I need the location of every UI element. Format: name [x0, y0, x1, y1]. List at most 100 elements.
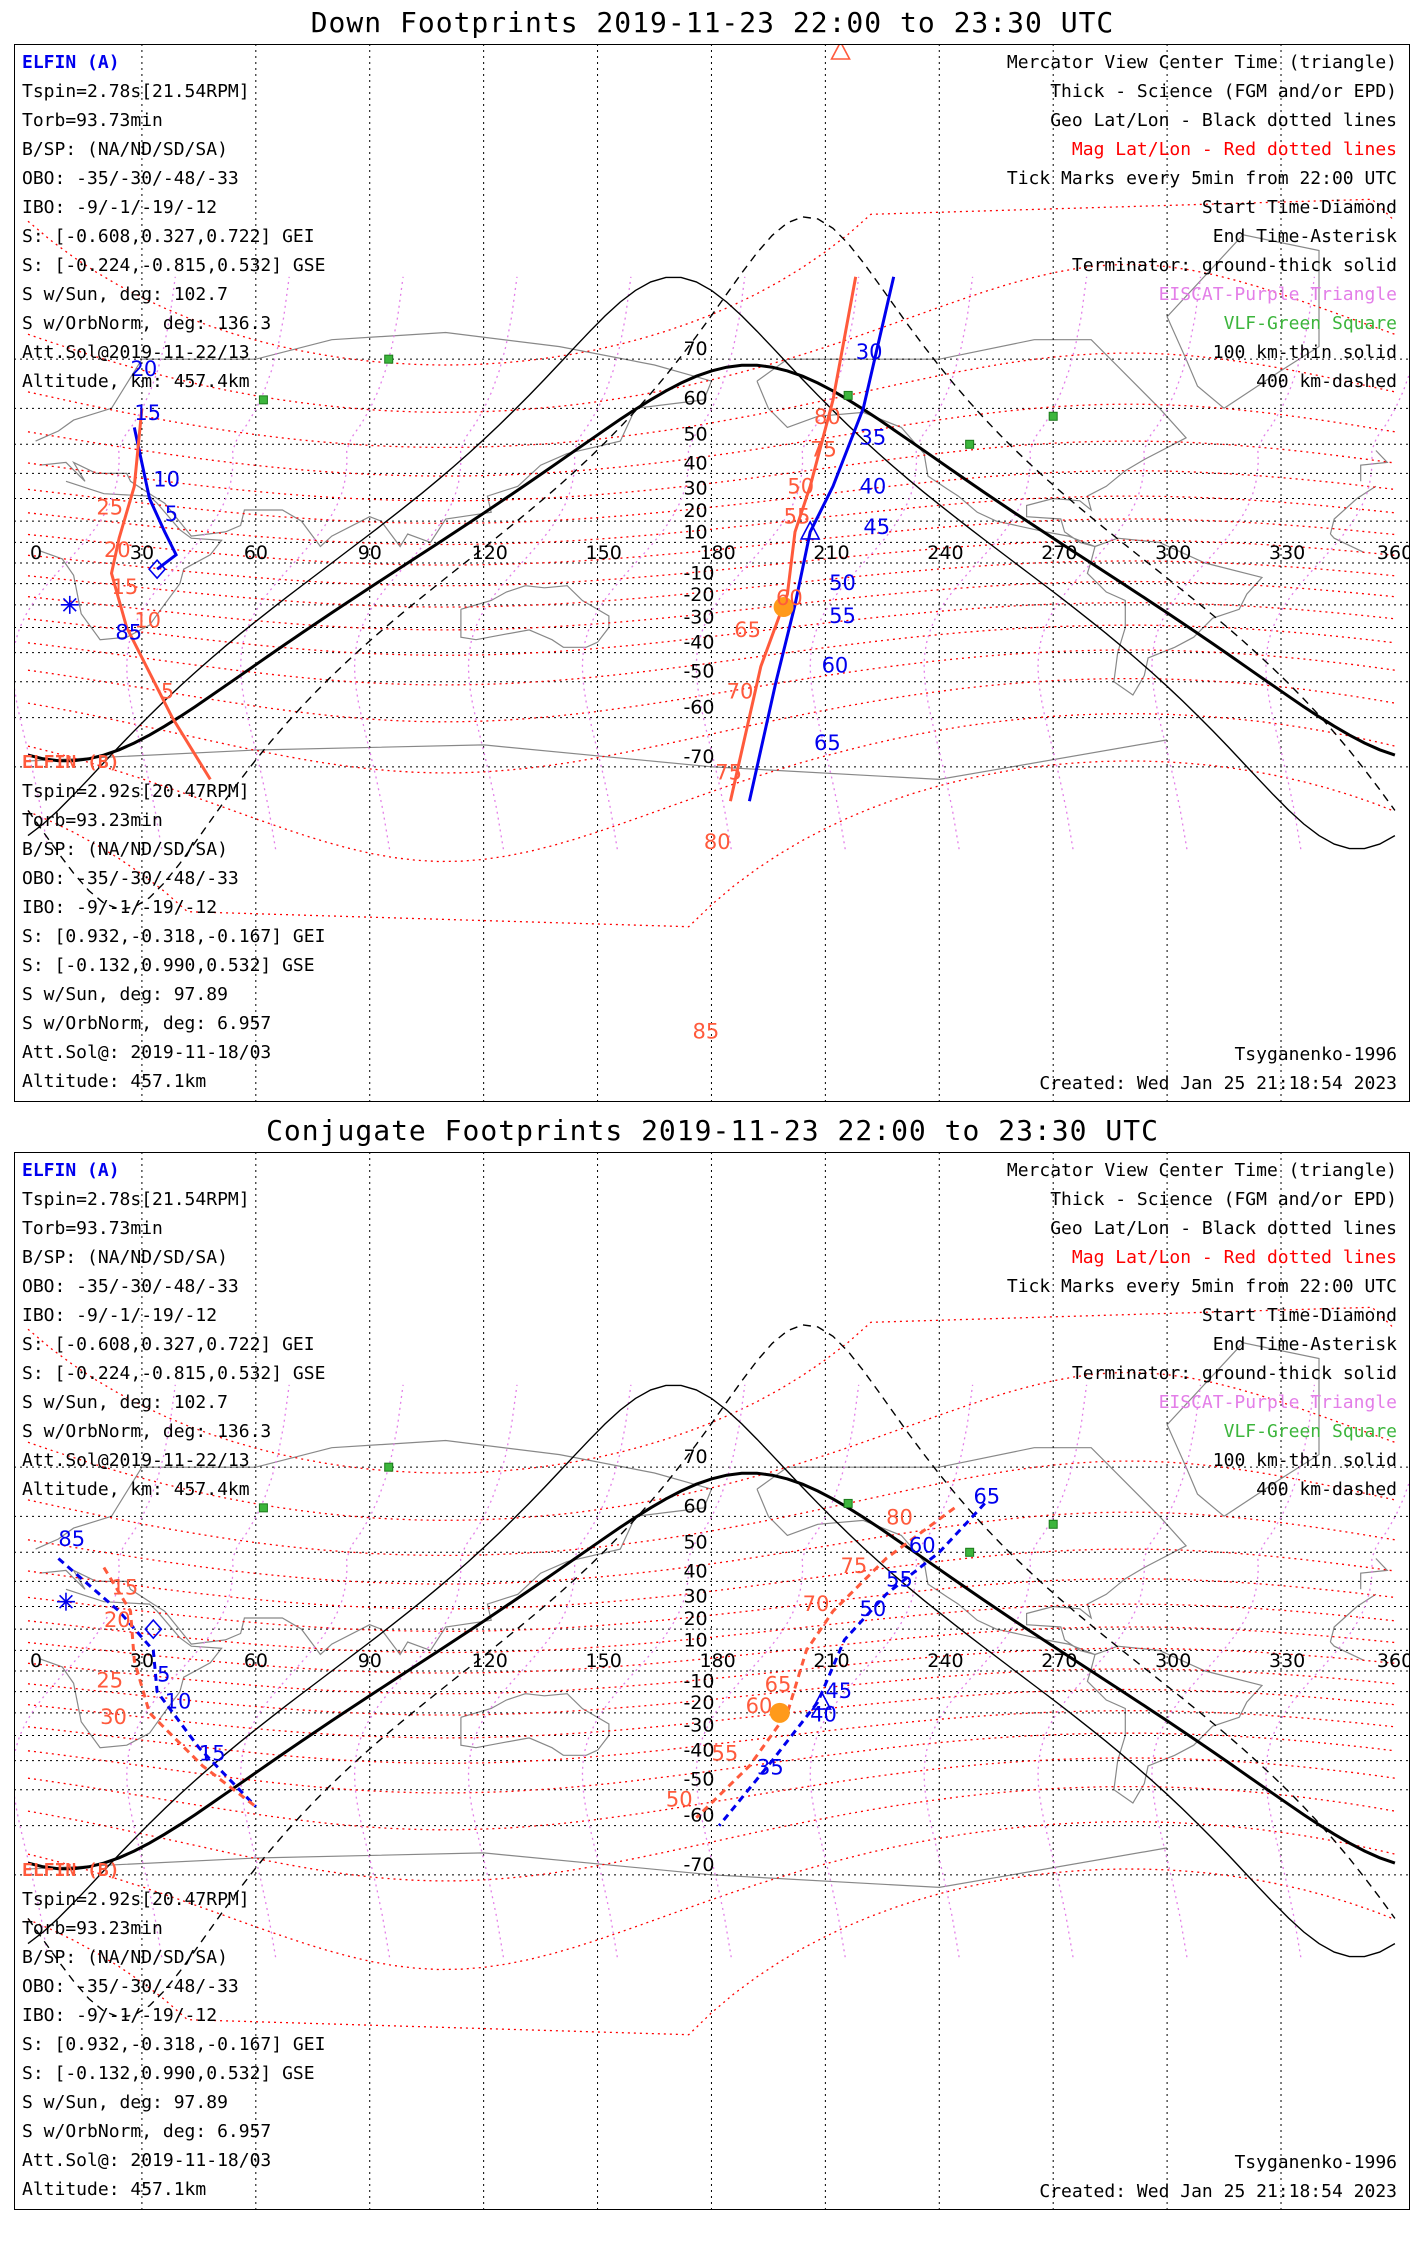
lat-tick-label: -20 [683, 1692, 714, 1714]
elfin-b-tick-label: 60 [776, 586, 803, 610]
mag-lat-line [27, 602, 1395, 656]
elfin-b-param: Att.Sol@: 2019-11-18/03 [22, 2150, 272, 2171]
elfin-a-param: OBO: -35/-30/-48/-33 [22, 1276, 239, 1297]
lon-tick-label: 360 [1377, 1650, 1410, 1672]
sun-marker [769, 1702, 790, 1723]
lat-tick-label: -20 [683, 584, 714, 606]
legend-entry: Mag Lat/Lon - Red dotted lines [1071, 1247, 1397, 1268]
elfin-a-tick-label: 45 [863, 515, 890, 539]
lat-tick-label: 40 [683, 452, 707, 474]
legend-entry: Geo Lat/Lon - Black dotted lines [1050, 1218, 1397, 1239]
elfin-b-tick-label: 65 [765, 1673, 792, 1697]
lat-tick-label: 50 [683, 1531, 707, 1553]
elfin-b-tick-label: 65 [734, 618, 761, 642]
vlf-square [965, 1547, 975, 1557]
legend-entry: Tick Marks every 5min from 22:00 UTC [1006, 1276, 1397, 1297]
elfin-a-tick-label: 50 [829, 571, 856, 595]
mag-lat-line [27, 470, 1395, 524]
coastline [1086, 537, 1264, 696]
elfin-a-param: Tspin=2.78s[21.54RPM] [22, 81, 250, 102]
lon-tick-label: 60 [244, 542, 268, 564]
vlf-square [843, 390, 853, 400]
elfin-b-param: S w/OrbNorm, deg: 6.957 [22, 2121, 272, 2142]
elfin-a-track [132, 276, 896, 802]
mag-lat-line [27, 560, 1395, 608]
legend-entry: 100 km-thin solid [1212, 342, 1397, 363]
panel-title: Down Footprints 2019-11-23 22:00 to 23:3… [310, 6, 1115, 39]
elfin-a-tick-label: 55 [886, 1568, 913, 1592]
mag-lat-line [27, 518, 1395, 566]
coastline [1166, 234, 1320, 409]
footprint-line [109, 408, 212, 781]
vlf-square [1048, 411, 1058, 421]
lon-tick-label: 30 [130, 542, 154, 564]
elfin-b-param: B/SP: (NA/ND/SD/SA) [22, 839, 228, 860]
elfin-b-tick-label: 70 [727, 680, 754, 704]
mag-lat-line [27, 1603, 1395, 1654]
elfin-a-param: Tspin=2.78s[21.54RPM] [22, 1189, 250, 1210]
coastline [711, 1847, 1168, 1889]
mag-lat-line [27, 1868, 1396, 2036]
elfin-a-param: S: [-0.608,0.327,0.722] GEI [22, 226, 315, 247]
coastline [1329, 1641, 1365, 1662]
created-label: Created: Wed Jan 25 21:18:54 2023 [1039, 1073, 1397, 1094]
mag-lat-line [27, 649, 1395, 723]
coastline [711, 739, 1168, 781]
start-diamond [144, 1618, 163, 1640]
terminator-line [27, 363, 1396, 763]
legend-entry: VLF-Green Square [1223, 1421, 1397, 1442]
lon-tick-label: 60 [244, 1650, 268, 1672]
mag-lat-line [27, 1578, 1395, 1632]
elfin-a-tick-label: 35 [860, 425, 887, 449]
elfin-b-tick-label: 80 [886, 1505, 913, 1529]
lon-tick-label: 240 [927, 1650, 963, 1672]
terminator-line [27, 1471, 1396, 1871]
legend-entry: Tick Marks every 5min from 22:00 UTC [1006, 168, 1397, 189]
vlf-square [384, 1462, 394, 1472]
mag-lat-line [27, 495, 1395, 546]
lon-tick-label: 330 [1269, 542, 1305, 564]
elfin-a-tick-labels: 20 15 10 5 85 30 35 40 45 50 55 60 65 [115, 340, 890, 755]
elfin-a-tick-label: 10 [165, 1690, 192, 1714]
coastline [1329, 533, 1365, 554]
lat-tick-label: 10 [683, 1629, 707, 1651]
elfin-a-param: S w/Sun, deg: 102.7 [22, 284, 228, 305]
elfin-b-param: IBO: -9/-1/-19/-12 [22, 2005, 218, 2026]
elfin-b-tick-label: 30 [100, 1705, 127, 1729]
footprint-line [717, 1502, 986, 1827]
lat-tick-label: -40 [683, 1740, 714, 1762]
vlf-stations [258, 354, 1058, 449]
terminator-line [27, 1324, 1396, 2018]
lon-tick-label: 0 [30, 1650, 42, 1672]
lon-tick-label: 210 [813, 542, 849, 564]
lat-tick-label: -70 [683, 746, 714, 768]
elfin-b-tick-label: 75 [841, 1554, 868, 1578]
mag-lat-line [27, 1757, 1395, 1831]
elfin-b-tick-label: 85 [692, 1019, 719, 1043]
lon-tick-labels: 0 30 60 90 120 150 180 210 240 270 300 330 360 [30, 542, 1410, 564]
map-canvas: 0 30 60 90 120 150 180 210 240 270 300 330 360 70 60 50… [14, 1152, 1410, 2210]
panel-down-footprints: Down Footprints 2019-11-23 22:00 to 23:3… [0, 0, 1425, 1110]
elfin-a-tick-label: 35 [757, 1756, 784, 1780]
lat-tick-label: -10 [683, 1671, 714, 1693]
terminator-line [27, 216, 1396, 910]
lon-tick-label: 240 [927, 542, 963, 564]
elfin-b-tick-label: 80 [704, 830, 731, 854]
lat-tick-label: -50 [683, 661, 714, 683]
coastline [1329, 485, 1377, 535]
mag-lat-line [27, 198, 1396, 366]
elfin-b-tick-label: 25 [96, 1668, 123, 1692]
coastline [39, 480, 223, 641]
lon-tick-label: 180 [699, 542, 735, 564]
lat-tick-label: 30 [683, 1585, 707, 1607]
elfin-a-param: S w/OrbNorm, deg: 136.3 [22, 313, 272, 334]
elfin-a-name: ELFIN (A) [22, 52, 120, 73]
end-asterisk [60, 595, 79, 614]
legend-entry: Mercator View Center Time (triangle) [1006, 1160, 1397, 1181]
lon-tick-label: 180 [699, 1650, 735, 1672]
elfin-a-tick-label: 15 [134, 401, 161, 425]
vlf-square [1048, 1519, 1058, 1529]
elfin-b-param: S: [-0.132,0.990,0.532] GSE [22, 2063, 315, 2084]
